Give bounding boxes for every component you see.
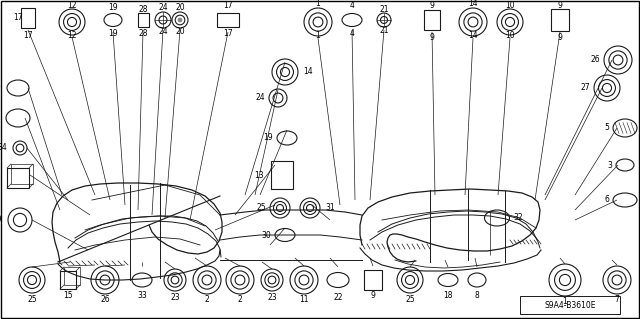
Text: 11: 11: [300, 295, 308, 305]
Text: 35: 35: [0, 174, 1, 182]
Text: 14: 14: [303, 68, 312, 77]
Text: 10: 10: [505, 31, 515, 40]
Bar: [64, 267, 80, 285]
Text: 9: 9: [557, 33, 563, 42]
Text: 31: 31: [325, 204, 335, 212]
Text: 2: 2: [237, 295, 243, 305]
Text: 26: 26: [590, 56, 600, 64]
Text: 17: 17: [23, 31, 33, 40]
Text: 24: 24: [158, 4, 168, 12]
Text: 33: 33: [137, 292, 147, 300]
Text: 12: 12: [67, 31, 77, 40]
Text: 26: 26: [100, 295, 110, 305]
Text: 19: 19: [264, 133, 273, 143]
Text: 25: 25: [27, 294, 37, 303]
Text: 27: 27: [580, 84, 590, 93]
Text: 24: 24: [158, 26, 168, 35]
Bar: [11, 164, 33, 184]
Text: 2: 2: [205, 295, 209, 305]
Bar: [217, 13, 239, 27]
Text: 1: 1: [316, 32, 321, 41]
Text: 21: 21: [380, 4, 388, 13]
Bar: [364, 270, 382, 290]
Text: 24: 24: [255, 93, 265, 102]
Text: 28: 28: [138, 29, 148, 39]
Bar: [7, 168, 29, 188]
Text: 18: 18: [444, 292, 452, 300]
Bar: [60, 271, 76, 289]
Text: 5: 5: [604, 123, 609, 132]
Text: 25: 25: [405, 294, 415, 303]
Text: 7: 7: [614, 295, 620, 305]
Text: 17: 17: [223, 1, 233, 10]
Bar: [138, 13, 148, 27]
Text: 22: 22: [333, 293, 343, 301]
Bar: [271, 161, 293, 189]
Text: 14: 14: [468, 32, 478, 41]
Text: 15: 15: [63, 291, 73, 300]
Text: 28: 28: [138, 4, 148, 13]
Bar: [520, 296, 620, 314]
Text: 17: 17: [13, 13, 23, 23]
Text: 20: 20: [175, 26, 185, 35]
Text: 9: 9: [429, 33, 435, 41]
Text: 21: 21: [380, 26, 388, 35]
Text: 19: 19: [0, 84, 1, 93]
Text: 25: 25: [257, 204, 266, 212]
Text: 30: 30: [261, 231, 271, 240]
Text: 4: 4: [349, 2, 355, 11]
Text: 20: 20: [175, 4, 185, 12]
Text: 32: 32: [513, 213, 523, 222]
Text: 19: 19: [108, 3, 118, 11]
Bar: [424, 10, 440, 30]
Text: 6: 6: [604, 196, 609, 204]
Text: 9: 9: [557, 1, 563, 10]
Text: 17: 17: [223, 29, 233, 39]
Text: 4: 4: [349, 29, 355, 38]
Text: S9A4-B3610E: S9A4-B3610E: [544, 300, 596, 309]
Text: 1: 1: [563, 298, 568, 307]
Bar: [21, 8, 35, 28]
Text: 29: 29: [0, 216, 2, 225]
Text: 14: 14: [468, 0, 478, 9]
Text: 23: 23: [267, 293, 277, 301]
Text: 10: 10: [505, 1, 515, 10]
Text: 3: 3: [607, 160, 612, 169]
Text: 23: 23: [170, 293, 180, 301]
Text: 9: 9: [371, 292, 376, 300]
Bar: [551, 9, 569, 31]
Text: 34: 34: [0, 144, 7, 152]
Text: 12: 12: [67, 1, 77, 10]
Text: 13: 13: [254, 170, 264, 180]
Text: 8: 8: [475, 291, 479, 300]
Text: 9: 9: [429, 2, 435, 11]
Text: 1: 1: [316, 0, 321, 9]
Circle shape: [178, 18, 182, 22]
Text: 19: 19: [108, 29, 118, 38]
